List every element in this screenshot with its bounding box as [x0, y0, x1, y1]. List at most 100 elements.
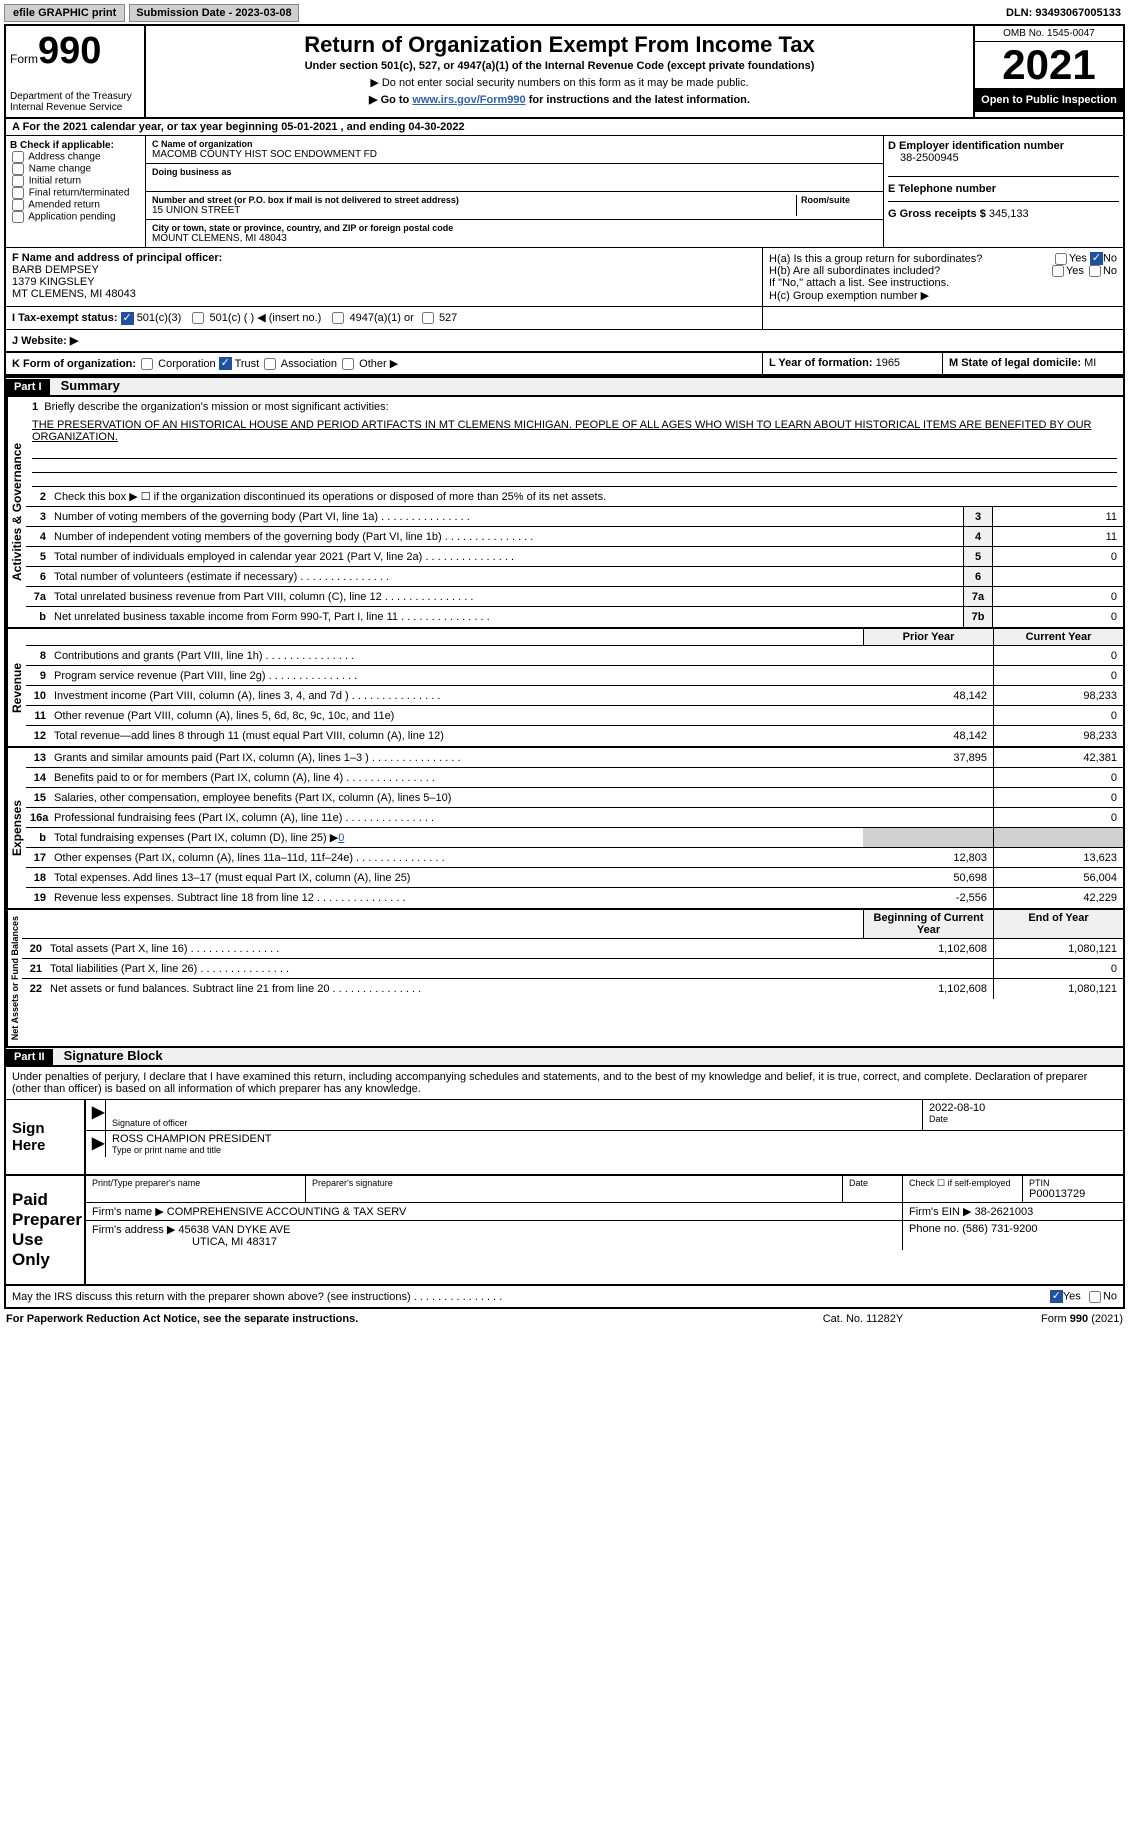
discuss-yes: ✓	[1050, 1290, 1063, 1303]
gross-receipts: 345,133	[989, 208, 1029, 220]
f-lbl: F Name and address of principal officer:	[12, 252, 756, 264]
g-gross-lbl: G Gross receipts $	[888, 208, 986, 220]
opt-corp: Corporation	[158, 358, 215, 370]
l4-v: 11	[993, 527, 1123, 546]
chk-4947[interactable]	[332, 312, 344, 324]
l5-v: 0	[993, 547, 1123, 566]
goto-pre: ▶ Go to	[369, 94, 412, 106]
form-number: 990	[38, 30, 101, 72]
chk-address-change[interactable]	[12, 151, 24, 163]
chk-final-return[interactable]	[12, 187, 24, 199]
m-lbl: M State of legal domicile:	[949, 357, 1081, 369]
lbl-address-change: Address change	[28, 152, 100, 163]
phone: (586) 731-9200	[962, 1223, 1037, 1235]
k-lbl: K Form of organization:	[12, 358, 136, 370]
l19-d: Revenue less expenses. Subtract line 18 …	[50, 890, 863, 906]
hc-lbl: H(c) Group exemption number ▶	[769, 289, 1117, 302]
l11-p	[863, 706, 993, 725]
l17-d: Other expenses (Part IX, column (A), lin…	[50, 850, 863, 866]
chk-corp[interactable]	[141, 358, 153, 370]
l6-d: Total number of volunteers (estimate if …	[50, 569, 963, 585]
type-name-lbl: Type or print name and title	[112, 1145, 1117, 1155]
l6-v	[993, 567, 1123, 586]
perjury-text: Under penalties of perjury, I declare th…	[6, 1067, 1123, 1100]
l1-desc: Briefly describe the organization's miss…	[44, 401, 388, 413]
l3-v: 11	[993, 507, 1123, 526]
ptin-lbl: PTIN	[1029, 1178, 1117, 1188]
firm-addr-lbl: Firm's address ▶	[92, 1224, 175, 1236]
hb-yes[interactable]	[1052, 265, 1064, 277]
chk-other[interactable]	[342, 358, 354, 370]
chk-initial-return[interactable]	[12, 175, 24, 187]
street-address: 15 UNION STREET	[152, 205, 796, 216]
dept: Department of the Treasury	[10, 91, 140, 102]
l9-p	[863, 666, 993, 685]
d-ein-lbl: D Employer identification number	[888, 140, 1119, 152]
firm-addr1: 45638 VAN DYKE AVE	[178, 1224, 290, 1236]
l14-d: Benefits paid to or for members (Part IX…	[50, 770, 863, 786]
l18-c: 56,004	[993, 868, 1123, 887]
l16a-d: Professional fundraising fees (Part IX, …	[50, 810, 863, 826]
officer-addr2: MT CLEMENS, MI 48043	[12, 288, 756, 300]
chk-501c3: ✓	[121, 312, 134, 325]
l14-p	[863, 768, 993, 787]
l7b-d: Net unrelated business taxable income fr…	[50, 609, 963, 625]
dln: DLN: 93493067005133	[1006, 7, 1125, 19]
paid-preparer-lbl: Paid Preparer Use Only	[6, 1176, 86, 1284]
chk-527[interactable]	[422, 312, 434, 324]
firm-ein-lbl: Firm's EIN ▶	[909, 1206, 972, 1218]
submission-date: Submission Date - 2023-03-08	[129, 4, 298, 22]
chk-app-pending[interactable]	[12, 211, 24, 223]
firm-name: COMPREHENSIVE ACCOUNTING & TAX SERV	[167, 1206, 407, 1218]
l13-c: 42,381	[993, 748, 1123, 767]
l16b-v: 0	[338, 832, 344, 844]
city-lbl: City or town, state or province, country…	[152, 223, 877, 233]
discuss-q: May the IRS discuss this return with the…	[12, 1291, 977, 1303]
section-l: L Year of formation: 1965	[763, 353, 943, 375]
hb-lbl: H(b) Are all subordinates included?	[769, 265, 1050, 277]
l21-d: Total liabilities (Part X, line 26)	[46, 961, 863, 977]
efile-btn[interactable]: efile GRAPHIC print	[4, 4, 125, 22]
tab-net-assets: Net Assets or Fund Balances	[6, 910, 22, 1046]
check-self: Check ☐ if self-employed	[903, 1176, 1023, 1202]
opt-trust: Trust	[235, 358, 260, 370]
officer-name: BARB DEMPSEY	[12, 264, 756, 276]
opt-4947: 4947(a)(1) or	[350, 312, 414, 324]
ha-yes[interactable]	[1055, 253, 1067, 265]
l20-d: Total assets (Part X, line 16)	[46, 941, 863, 957]
phone-lbl: Phone no.	[909, 1223, 959, 1235]
chk-name-change[interactable]	[12, 163, 24, 175]
irs-link[interactable]: www.irs.gov/Form990	[412, 94, 525, 106]
tab-activities-governance: Activities & Governance	[6, 397, 26, 627]
ha-lbl: H(a) Is this a group return for subordin…	[769, 253, 1053, 265]
l22-p: 1,102,608	[863, 979, 993, 999]
section-h: H(a) Is this a group return for subordin…	[763, 248, 1123, 306]
chk-amended[interactable]	[12, 199, 24, 211]
header-left: Form990 Department of the Treasury Inter…	[6, 26, 146, 117]
l16b-c	[993, 828, 1123, 847]
part1-title: Summary	[53, 378, 120, 393]
l7b-v: 0	[993, 607, 1123, 627]
discuss-no[interactable]	[1089, 1291, 1101, 1303]
firm-name-lbl: Firm's name ▶	[92, 1206, 164, 1218]
l12-d: Total revenue—add lines 8 through 11 (mu…	[50, 728, 863, 744]
tab-revenue: Revenue	[6, 629, 26, 746]
chk-501c[interactable]	[192, 312, 204, 324]
dba-lbl: Doing business as	[152, 167, 877, 177]
officer-name-title: ROSS CHAMPION PRESIDENT	[112, 1133, 1117, 1145]
b-label: B Check if applicable:	[10, 140, 141, 151]
chk-assoc[interactable]	[264, 358, 276, 370]
part2-num: Part II	[6, 1049, 53, 1065]
room-lbl: Room/suite	[801, 195, 877, 205]
line-a: A For the 2021 calendar year, or tax yea…	[6, 119, 1123, 136]
omb: OMB No. 1545-0047	[975, 26, 1123, 42]
ein: 38-2500945	[888, 152, 1119, 164]
prep-sig-lbl: Preparer's signature	[312, 1178, 836, 1188]
lbl-amended: Amended return	[28, 200, 100, 211]
hb-no[interactable]	[1089, 265, 1101, 277]
l4-d: Number of independent voting members of …	[50, 529, 963, 545]
firm-ein: 38-2621003	[975, 1206, 1034, 1218]
arrow-icon: ▶	[86, 1100, 106, 1130]
j-website: J Website: ▶	[6, 330, 1123, 351]
section-i: I Tax-exempt status: ✓ 501(c)(3) 501(c) …	[6, 307, 763, 329]
